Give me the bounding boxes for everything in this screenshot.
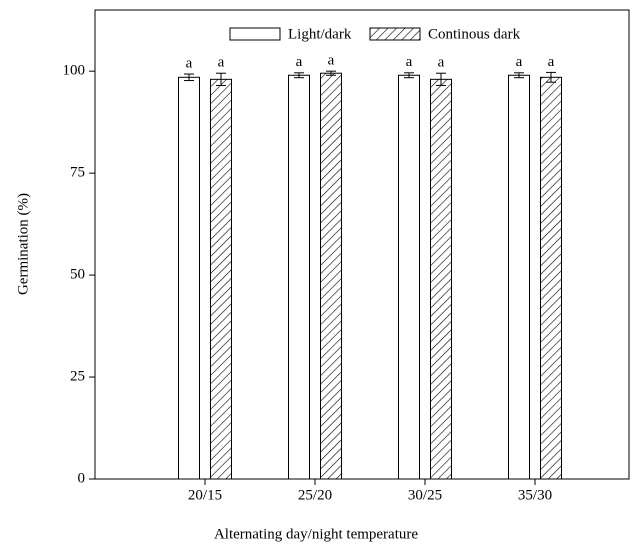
significance-label: a (296, 54, 303, 70)
significance-label: a (218, 55, 225, 71)
significance-label: a (548, 54, 555, 70)
bar (398, 74, 420, 480)
y-axis-label: Germination (%) (15, 193, 31, 295)
y-tick-label: 0 (78, 470, 86, 486)
x-tick-label: 30/25 (408, 487, 442, 503)
significance-label: a (406, 54, 413, 70)
plot-frame (94, 9, 630, 480)
legend-label: Continous dark (428, 26, 521, 42)
y-tick-label: 25 (70, 368, 85, 384)
legend-swatch (369, 27, 421, 41)
y-tick-label: 50 (70, 267, 85, 283)
x-tick-label: 35/30 (518, 487, 552, 503)
x-tick-label: 20/15 (188, 487, 222, 503)
x-tick-label: 25/20 (298, 487, 332, 503)
bar (540, 76, 562, 480)
bar (508, 74, 530, 480)
significance-label: a (516, 54, 523, 70)
bar (320, 72, 342, 480)
legend-label: Light/dark (288, 26, 352, 42)
bar (288, 74, 310, 480)
x-axis-label: Alternating day/night temperature (214, 526, 418, 542)
y-tick-label: 75 (70, 165, 85, 181)
bar (430, 78, 452, 480)
legend-swatch (229, 27, 281, 41)
bar (178, 76, 200, 480)
y-tick-label: 100 (63, 63, 86, 79)
significance-label: a (328, 53, 335, 69)
significance-label: a (186, 55, 193, 71)
significance-label: a (438, 55, 445, 71)
bar (210, 78, 232, 480)
